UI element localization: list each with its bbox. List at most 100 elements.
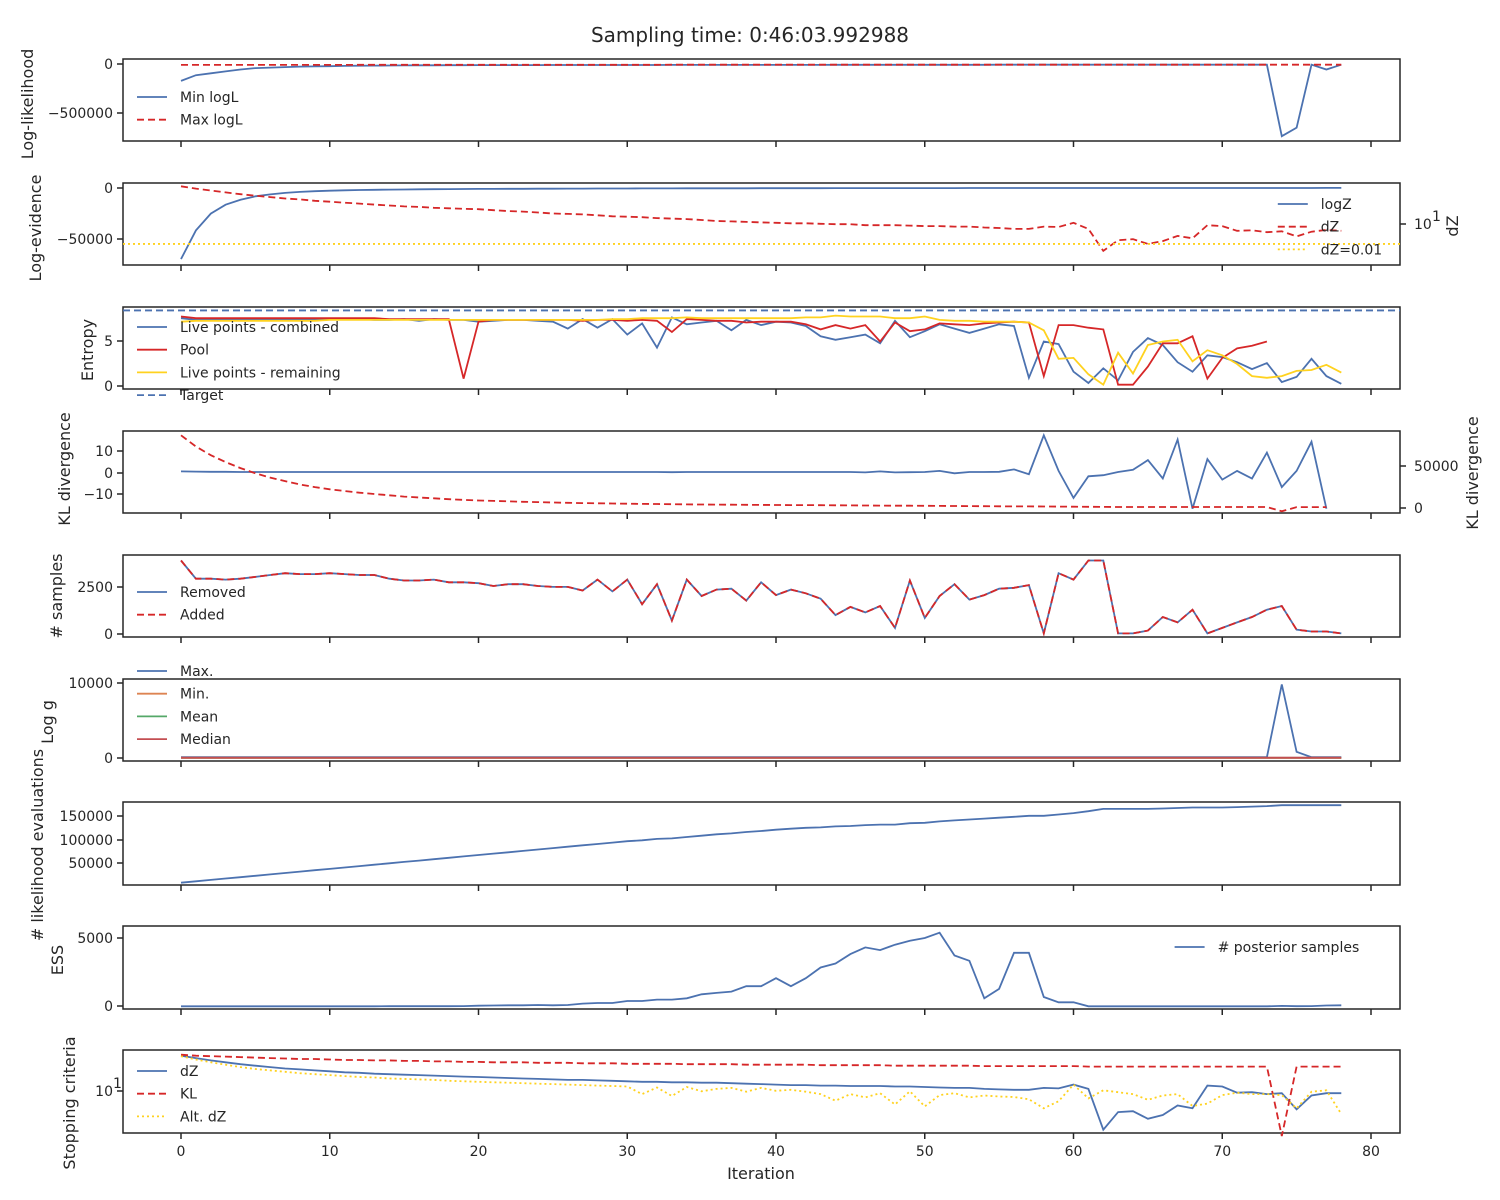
legend-label: Target [179,388,224,404]
series-pool-line [180,315,1268,386]
y-tick-label: 0 [104,751,113,767]
y-tick-label: 5000 [77,931,113,947]
y-axis-label-right: KL divergence [1463,416,1482,529]
x-tick-label: 60 [1065,1144,1083,1160]
y-tick-label: 100000 [60,833,113,849]
y-tick-label: 10000 [68,676,113,692]
y-axis-label: ESS [48,945,67,975]
panel-6: 10000 0 Log g Max. Min. Mean Median [38,664,1401,767]
legend-label: Live points - remaining [180,365,341,381]
x-tick-label: 40 [767,1144,785,1160]
legend-label: # posterior samples [1218,940,1360,956]
x-tick-label: 30 [618,1144,636,1160]
legend-label: Mean [180,709,218,725]
series-max-line [181,684,1342,759]
legend-label: dZ=0.01 [1321,242,1382,258]
plot-frame [122,925,1401,1010]
y-tick-label: −50000 [57,232,113,248]
plot-frame [122,306,1401,390]
panel-4: 10 0 −10 50000 0 KL divergence KL divergence [55,412,1482,529]
y-axis-label-right: dZ [1443,215,1462,236]
legend-label: Min. [180,687,209,703]
y-right-tick-exponent: 1 [1432,209,1441,225]
y-tick-label: 150000 [60,809,113,825]
panel-2: 0 −50000 10 1 Log-evidence dZ logZ dZ dZ=0.01 [26,175,1462,282]
y-axis-label: Log g [38,700,57,744]
y-tick-label: 0 [104,379,113,395]
y-tick-label: −10 [83,487,113,503]
series-dz-line [180,1054,1342,1132]
x-tick-label: 10 [321,1144,339,1160]
y-axis-label: Log-evidence [26,175,45,282]
y-axis-label: # samples [47,554,66,639]
x-tick-label: 50 [916,1144,934,1160]
legend-label: Live points - combined [180,320,339,336]
y-tick-label: −500000 [48,106,113,122]
x-axis-label: Iteration [727,1164,795,1183]
series-logz-line [180,187,1342,260]
x-tick-label: 80 [1362,1144,1380,1160]
y-tick-label: 0 [104,999,113,1015]
legend-label: Max logL [180,113,243,129]
legend-label: Alt. dZ [180,1109,226,1125]
y-axis-label: Log-likelihood [18,49,37,160]
plot-frame [122,1049,1401,1134]
legend-label: dZ [1321,220,1339,236]
y-tick-label: 2500 [77,580,113,596]
legend-label: logZ [1321,197,1352,213]
series-live-points-combined-line [180,316,1342,385]
y-tick-label: 0 [104,627,113,643]
legend-label: Max. [180,664,213,680]
legend-label: Added [180,608,225,624]
x-tick-label: 0 [177,1144,186,1160]
y-tick-exponent: 1 [113,1076,122,1092]
series-1-line [180,432,1328,509]
y-tick-label: 0 [104,181,113,197]
plot-frame [122,182,1401,266]
series-kl-line [180,1053,1342,1137]
plot-frame [122,554,1401,638]
panel-5: 2500 0 # samples Removed Added [47,554,1401,643]
y-tick-label: 10 [95,444,113,460]
panel-3: 0 5 Entropy Live points - combined Pool Live … [78,306,1401,404]
series-1-line [180,804,1342,884]
series-removed-line [180,559,1342,637]
y-axis-label: Stopping criteria [60,1036,79,1169]
plot-frame [122,801,1401,886]
y-tick-label: 0 [104,466,113,482]
legend-label: dZ [180,1064,198,1080]
panel-1: 0 −500000 Log-likelihood Min logL Max logL [18,49,1401,160]
y-axis-label: KL divergence [55,412,74,525]
legend-label: Median [180,732,231,748]
legend-label: Removed [180,585,246,601]
y-axis-label: # likelihood evaluations [28,749,47,941]
series-min-logl-line [180,63,1342,138]
y-right-tick-label: 10 [1414,217,1432,233]
panel-7: 150000 100000 50000 # likelihood evaluation… [28,749,1401,941]
x-tick-label: 70 [1213,1144,1231,1160]
y-tick-label: 0 [104,57,113,73]
plot-frame [122,430,1401,514]
figure-title: Sampling time: 0:46:03.992988 [591,23,909,47]
series-2-line [180,434,1327,513]
series-alt-dz-line [180,1055,1343,1115]
y-tick-label: 5 [104,334,113,350]
series-added-line [180,559,1342,637]
plot-frame [122,678,1401,762]
x-tick-label: 20 [470,1144,488,1160]
series-dz-line [180,185,1342,253]
legend-label: Pool [180,343,209,359]
panel-8: 5000 0 ESS # posterior samples [48,925,1401,1015]
plot-frame [122,58,1401,142]
y-right-tick-label: 0 [1414,501,1423,517]
legend-label: Min logL [180,90,239,106]
series-live-points-remaining-line [180,314,1342,387]
y-axis-label: Entropy [78,319,97,381]
y-tick-label: 10 [95,1084,113,1100]
legend-label: KL [180,1087,197,1103]
series-posterior-samples-line [181,931,1342,1008]
y-right-tick-label: 50000 [1414,459,1459,475]
